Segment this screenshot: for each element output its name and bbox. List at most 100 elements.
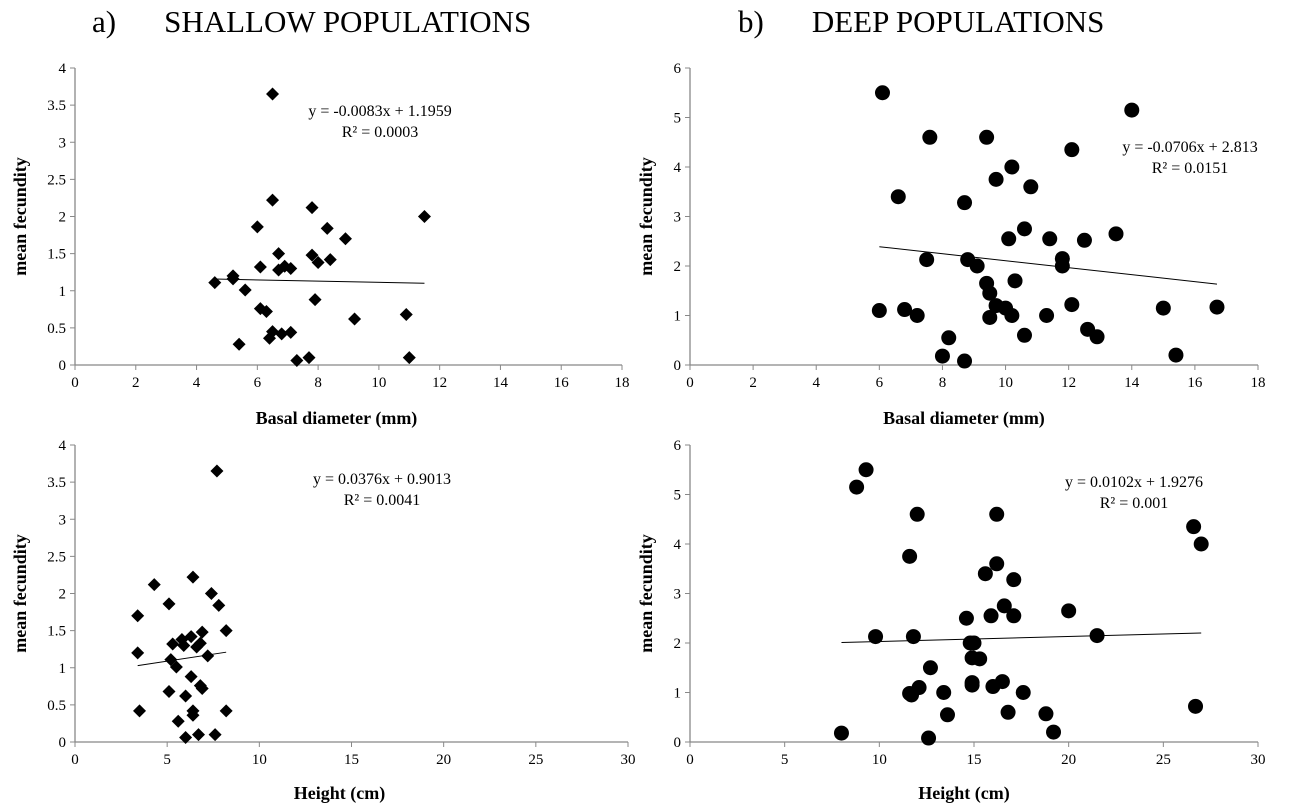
- x-tick-label: 5: [781, 752, 789, 768]
- y-tick-label: 0.5: [47, 321, 66, 337]
- data-point: [902, 548, 918, 564]
- x-tick-label: 14: [493, 375, 509, 391]
- data-point: [275, 327, 289, 341]
- x-tick-label: 25: [528, 752, 543, 768]
- data-point: [179, 731, 193, 745]
- data-point: [1006, 608, 1022, 624]
- data-point: [922, 129, 938, 145]
- data-point: [897, 302, 913, 318]
- data-point: [177, 638, 191, 652]
- x-tick-label: 0: [686, 375, 694, 391]
- y-tick-label: 3: [59, 512, 67, 528]
- x-tick-label: 4: [193, 375, 201, 391]
- data-point: [939, 707, 955, 723]
- data-point: [190, 640, 204, 654]
- data-point: [1064, 142, 1080, 158]
- regression-equation: y = -0.0083x + 1.1959: [308, 103, 451, 120]
- y-tick-label: 2: [674, 259, 682, 275]
- data-point: [1076, 232, 1092, 248]
- data-point: [1046, 724, 1062, 740]
- data-point: [988, 171, 1004, 187]
- data-point: [184, 670, 198, 684]
- y-tick-label: 1: [674, 309, 682, 325]
- data-point: [1001, 231, 1017, 247]
- data-point: [979, 129, 995, 145]
- x-tick-label: 8: [314, 375, 322, 391]
- data-point: [284, 325, 298, 339]
- data-point: [922, 660, 938, 676]
- data-point: [147, 578, 161, 592]
- data-point: [320, 221, 334, 235]
- data-point: [201, 649, 215, 663]
- data-point: [1168, 347, 1184, 363]
- data-point: [936, 685, 952, 700]
- data-point: [212, 598, 226, 612]
- data-point: [305, 201, 319, 215]
- chart-1: 0 2 4 6 8 10 12 14 16 18 0 0.5 1 1.5 2 2.5 3 3.5 4 Basal di…: [10, 61, 630, 429]
- panel-b-title: DEEP POPULATIONS: [811, 4, 1105, 39]
- x-tick-label: 10: [252, 752, 267, 768]
- data-point: [1186, 519, 1202, 535]
- x-tick-label: 8: [939, 375, 947, 391]
- x-tick-label: 0: [71, 375, 79, 391]
- x-tick-label: 10: [371, 375, 386, 391]
- panel-b-letter: b): [738, 4, 764, 39]
- y-tick-label: 3.5: [47, 475, 66, 491]
- data-point: [1064, 297, 1080, 313]
- data-point: [909, 308, 925, 323]
- y-tick-label: 1: [674, 686, 682, 702]
- data-point: [305, 248, 319, 262]
- data-point: [311, 256, 325, 270]
- data-point: [983, 608, 999, 624]
- data-point: [1089, 628, 1105, 644]
- data-point: [195, 625, 209, 639]
- panel-b-heading: b) DEEP POPULATIONS: [738, 4, 1104, 40]
- data-point: [833, 725, 849, 741]
- y-tick-label: 4: [59, 61, 67, 77]
- x-tick-label: 2: [132, 375, 140, 391]
- regression-equation: y = 0.0376x + 0.9013: [313, 471, 451, 488]
- data-point: [338, 232, 352, 246]
- data-point: [290, 354, 304, 368]
- x-axis-label: Basal diameter (mm): [256, 408, 418, 429]
- panel-a-letter: a): [92, 4, 117, 39]
- y-tick-label: 0: [674, 735, 682, 751]
- data-point: [1155, 300, 1171, 316]
- trendline: [841, 632, 1202, 644]
- x-tick-label: 12: [432, 375, 447, 391]
- data-point: [1193, 536, 1209, 552]
- x-tick-label: 6: [876, 375, 884, 391]
- x-tick-label: 15: [967, 752, 982, 768]
- data-point: [1042, 231, 1058, 247]
- data-point: [989, 556, 1005, 572]
- data-point: [272, 247, 286, 261]
- x-tick-label: 12: [1061, 375, 1076, 391]
- y-tick-label: 3: [59, 135, 67, 151]
- data-point: [1124, 102, 1140, 118]
- data-point: [972, 651, 988, 667]
- r-squared-label: R² = 0.0041: [344, 492, 421, 509]
- data-point: [957, 195, 973, 211]
- data-point: [250, 220, 264, 234]
- y-tick-label: 5: [674, 488, 682, 504]
- y-tick-label: 4: [674, 160, 682, 176]
- data-point: [1004, 159, 1020, 175]
- data-point: [982, 309, 998, 325]
- data-point: [402, 351, 416, 365]
- regression-equation: y = 0.0102x + 1.9276: [1065, 474, 1203, 491]
- data-point: [1108, 226, 1124, 242]
- y-tick-label: 2: [59, 210, 67, 226]
- data-point: [259, 305, 273, 319]
- y-axis-label: mean fecundity: [636, 157, 656, 276]
- data-point: [266, 87, 280, 101]
- data-point: [186, 708, 200, 722]
- data-point: [131, 609, 145, 623]
- data-point: [272, 263, 286, 277]
- data-point: [1015, 685, 1031, 700]
- x-tick-label: 2: [749, 375, 757, 391]
- data-point: [1054, 258, 1070, 274]
- y-tick-label: 0.5: [47, 698, 66, 714]
- y-tick-label: 2.5: [47, 172, 66, 188]
- x-tick-label: 20: [1061, 752, 1076, 768]
